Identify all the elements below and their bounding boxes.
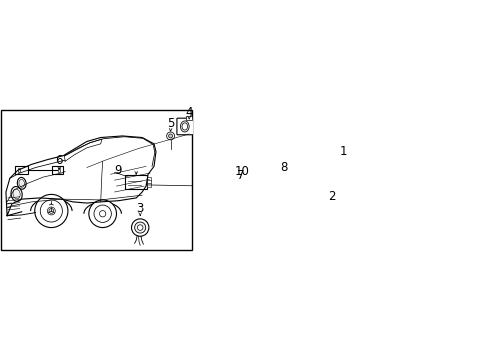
Text: 6: 6 xyxy=(55,154,63,167)
Ellipse shape xyxy=(340,169,354,187)
FancyBboxPatch shape xyxy=(177,118,203,135)
Circle shape xyxy=(94,205,111,222)
FancyBboxPatch shape xyxy=(224,179,241,192)
Text: 10: 10 xyxy=(234,165,248,177)
Bar xyxy=(58,168,61,172)
Circle shape xyxy=(137,225,142,230)
Circle shape xyxy=(40,200,62,222)
Bar xyxy=(52,166,62,174)
Text: 8: 8 xyxy=(280,161,287,174)
Bar xyxy=(147,177,151,181)
Bar xyxy=(229,177,236,181)
Bar xyxy=(18,168,20,172)
Text: 7: 7 xyxy=(237,169,244,182)
Circle shape xyxy=(329,175,333,178)
Bar xyxy=(196,121,198,124)
Ellipse shape xyxy=(237,216,252,228)
Text: 9: 9 xyxy=(115,164,122,177)
Circle shape xyxy=(329,206,333,210)
Circle shape xyxy=(89,200,116,228)
Circle shape xyxy=(222,199,267,244)
Bar xyxy=(147,183,151,187)
Circle shape xyxy=(166,132,174,140)
Bar xyxy=(229,145,251,165)
Ellipse shape xyxy=(13,189,20,199)
Text: 3: 3 xyxy=(136,202,143,215)
Circle shape xyxy=(224,202,264,241)
Circle shape xyxy=(237,215,251,229)
Circle shape xyxy=(168,134,172,138)
Ellipse shape xyxy=(182,123,187,130)
Ellipse shape xyxy=(17,177,26,189)
Bar xyxy=(186,116,191,120)
Text: 4: 4 xyxy=(185,106,192,119)
Text: 2: 2 xyxy=(327,190,335,203)
Circle shape xyxy=(48,201,54,207)
Bar xyxy=(242,138,247,145)
Circle shape xyxy=(35,194,68,228)
Circle shape xyxy=(47,207,55,215)
Bar xyxy=(147,180,151,184)
Text: 1: 1 xyxy=(339,145,346,158)
Ellipse shape xyxy=(332,161,362,196)
Circle shape xyxy=(134,222,145,233)
FancyBboxPatch shape xyxy=(327,171,337,185)
Ellipse shape xyxy=(19,179,24,187)
Text: 5: 5 xyxy=(166,117,174,130)
Circle shape xyxy=(329,179,333,183)
Ellipse shape xyxy=(11,186,22,202)
Circle shape xyxy=(100,211,105,217)
Circle shape xyxy=(281,144,286,149)
Bar xyxy=(199,121,201,124)
Bar xyxy=(234,138,239,145)
Bar xyxy=(125,175,147,189)
Ellipse shape xyxy=(336,165,358,192)
Ellipse shape xyxy=(180,121,189,132)
Circle shape xyxy=(328,204,334,211)
Circle shape xyxy=(131,219,148,236)
Bar xyxy=(15,166,28,174)
Circle shape xyxy=(241,218,248,226)
Circle shape xyxy=(49,208,54,213)
